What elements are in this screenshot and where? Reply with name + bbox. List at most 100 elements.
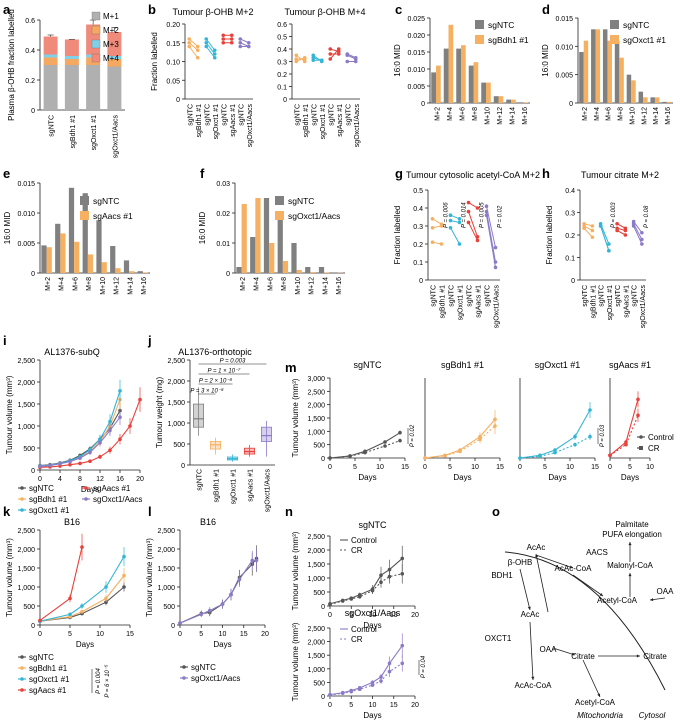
data-point bbox=[358, 595, 362, 599]
y-tick-label: 0.2 bbox=[413, 242, 423, 249]
panel-label-i: i bbox=[3, 333, 7, 348]
pathway-arrow bbox=[536, 554, 548, 612]
pair-point bbox=[458, 242, 462, 246]
legend-label: CR bbox=[351, 546, 363, 555]
legend-marker bbox=[20, 655, 24, 659]
p-value: P = 6 × 10⁻⁵ bbox=[104, 664, 111, 698]
y-tick-label: 0 bbox=[31, 468, 35, 475]
y-tick-label: 0.4 bbox=[413, 206, 423, 213]
pair-point bbox=[303, 56, 307, 60]
bar-sgBdh1 #1 bbox=[461, 45, 466, 103]
y-axis-label: Tumour volume (mm³) bbox=[5, 375, 14, 454]
node-5: AcAc-CoA bbox=[555, 564, 593, 573]
legend-label: sgAacs #1 bbox=[93, 211, 133, 221]
y-tick-label: 1,000 bbox=[307, 576, 325, 583]
panel-label-m: m bbox=[285, 360, 297, 375]
x-tick-label: sgNTC bbox=[449, 285, 456, 307]
y-tick-label: 0.3 bbox=[277, 60, 287, 67]
x-axis-label: Days bbox=[76, 640, 94, 649]
data-point bbox=[573, 435, 577, 439]
legend-label: CR bbox=[351, 635, 363, 644]
legend-swatch bbox=[80, 211, 89, 220]
bar-sgNTC bbox=[83, 193, 88, 273]
data-point bbox=[38, 619, 42, 623]
legend-marker bbox=[84, 486, 88, 490]
bar-sgNTC bbox=[444, 49, 449, 103]
x-tick-label: M+8 bbox=[618, 107, 625, 121]
x-tick-label: sgNTC bbox=[204, 104, 211, 126]
y-tick-label: 1,500 bbox=[17, 566, 35, 573]
data-point bbox=[379, 573, 383, 577]
panel-g-title: Tumour cytosolic acetyl-CoA M+2 bbox=[406, 170, 540, 180]
y-tick-label: 0.4 bbox=[565, 188, 575, 195]
bar-sgBdh1 #1 bbox=[499, 96, 504, 103]
x-tick-label: 20 bbox=[411, 612, 419, 619]
x-tick-label: sgOxct1/Aacs bbox=[265, 469, 272, 513]
x-tick-label: 12 bbox=[96, 476, 104, 483]
node-6: Malonyl-CoA bbox=[607, 561, 653, 570]
box-body bbox=[261, 427, 271, 441]
x-axis-label: Days bbox=[363, 711, 381, 720]
legend-swatch bbox=[475, 35, 484, 44]
y-tick-label: 0.010 bbox=[407, 67, 425, 74]
x-tick-label: 5 bbox=[68, 631, 72, 638]
panel-label-n: n bbox=[285, 504, 293, 519]
bar-M+3 bbox=[44, 55, 58, 58]
legend-label: sgOxct1/Aacs bbox=[288, 211, 340, 221]
x-tick-label: 5 bbox=[353, 464, 357, 471]
data-point bbox=[423, 456, 427, 460]
bar-sgAacs #1 bbox=[74, 242, 79, 273]
bar-sgNTC bbox=[615, 41, 620, 103]
x-tick-label: 16 bbox=[116, 476, 124, 483]
x-tick-label: 0 bbox=[518, 464, 522, 471]
x-tick-label: M+14 bbox=[653, 107, 660, 125]
y-tick-label: 0.015 bbox=[17, 181, 35, 188]
series-line-sgAacs #1 bbox=[40, 400, 140, 468]
p-value: P = 0.02 bbox=[498, 205, 504, 228]
data-point bbox=[349, 597, 353, 601]
data-point bbox=[573, 443, 577, 447]
x-tick-label: M+2 bbox=[582, 107, 589, 121]
data-point bbox=[80, 610, 84, 614]
data-point bbox=[588, 408, 592, 412]
x-tick-label: sgNTC bbox=[238, 104, 245, 126]
y-tick-label: 500 bbox=[313, 590, 325, 597]
data-point bbox=[400, 644, 404, 648]
data-point bbox=[636, 414, 640, 418]
data-point bbox=[98, 441, 102, 445]
y-tick-label: 0.02 bbox=[216, 211, 230, 218]
pair-point bbox=[640, 242, 644, 246]
x-tick-label: sgOxct1/Aacs bbox=[494, 285, 501, 329]
bar-sgAacs #1 bbox=[129, 271, 134, 273]
bar-M+1 bbox=[65, 65, 79, 110]
legend-label: sgNTC bbox=[488, 20, 514, 30]
data-point bbox=[58, 462, 62, 466]
pair-point bbox=[187, 37, 191, 41]
pair-point bbox=[345, 53, 349, 57]
y-tick-label: 0 bbox=[176, 97, 180, 104]
legend-label: M+2 bbox=[103, 26, 119, 35]
x-tick-label: M+6 bbox=[267, 277, 274, 291]
data-point bbox=[88, 459, 92, 463]
data-point bbox=[108, 429, 112, 433]
arrowhead bbox=[628, 573, 631, 576]
y-tick-label: 0.03 bbox=[216, 181, 230, 188]
p-value: P = 0.005 bbox=[480, 202, 486, 228]
bar-sgNTC bbox=[41, 245, 46, 273]
pair-point bbox=[494, 246, 498, 250]
y-tick-label: 0.1 bbox=[565, 256, 575, 263]
pair-point bbox=[615, 229, 619, 233]
data-point bbox=[118, 415, 122, 419]
bar-sgNTC bbox=[96, 220, 101, 273]
p-value: P = 0.03 bbox=[600, 424, 606, 447]
panel-label-l: l bbox=[148, 504, 152, 519]
data-point bbox=[88, 451, 92, 455]
p-value: P = 0.08 bbox=[644, 205, 650, 228]
p-value: P = 0.014 bbox=[462, 202, 468, 228]
series-line-sgOxct1/Aacs bbox=[180, 560, 257, 623]
y-axis-label: 16:0 MID bbox=[541, 44, 550, 77]
bar-M+3 bbox=[65, 56, 79, 59]
